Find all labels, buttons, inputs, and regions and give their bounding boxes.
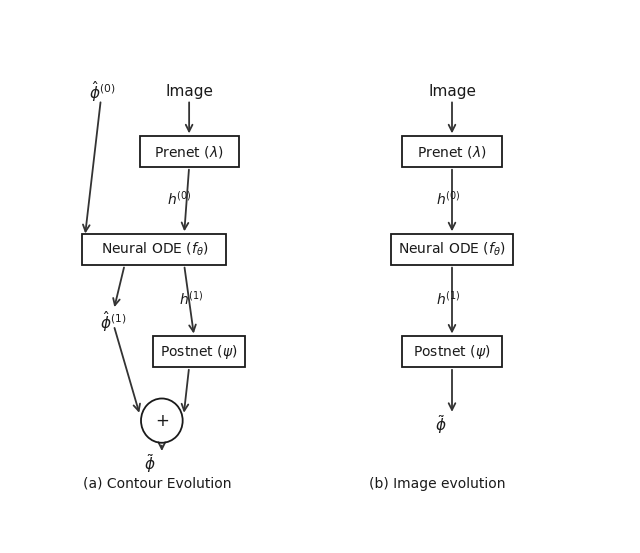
Text: $\hat{\phi}^{(1)}$: $\hat{\phi}^{(1)}$ xyxy=(100,309,126,335)
Bar xyxy=(403,336,502,367)
Bar xyxy=(403,136,502,167)
Text: (a) Contour Evolution: (a) Contour Evolution xyxy=(83,477,231,491)
Text: $h^{(0)}$: $h^{(0)}$ xyxy=(436,190,461,207)
Text: Image: Image xyxy=(428,85,476,100)
Text: $\tilde{\phi}$: $\tilde{\phi}$ xyxy=(435,413,447,436)
Text: Neural ODE ($f_\theta$): Neural ODE ($f_\theta$) xyxy=(100,241,208,258)
Text: $\tilde{\phi}$: $\tilde{\phi}$ xyxy=(143,452,156,474)
Text: Postnet ($\psi$): Postnet ($\psi$) xyxy=(413,343,491,361)
Text: (b) Image evolution: (b) Image evolution xyxy=(369,477,506,491)
Text: Prenet ($\lambda$): Prenet ($\lambda$) xyxy=(154,144,224,159)
Bar xyxy=(153,336,245,367)
Bar xyxy=(140,136,239,167)
Text: $h^{(0)}$: $h^{(0)}$ xyxy=(167,190,191,207)
Text: +: + xyxy=(155,411,169,430)
Text: $\hat{\phi}^{(0)}$: $\hat{\phi}^{(0)}$ xyxy=(89,80,115,105)
Text: Postnet ($\psi$): Postnet ($\psi$) xyxy=(160,343,238,361)
Text: Neural ODE ($f_\theta$): Neural ODE ($f_\theta$) xyxy=(398,241,506,258)
Bar xyxy=(391,234,513,265)
Text: Image: Image xyxy=(165,85,213,100)
Text: $h^{(1)}$: $h^{(1)}$ xyxy=(436,289,461,307)
Text: Prenet ($\lambda$): Prenet ($\lambda$) xyxy=(417,144,487,159)
Text: $h^{(1)}$: $h^{(1)}$ xyxy=(179,289,204,307)
Bar xyxy=(83,234,227,265)
